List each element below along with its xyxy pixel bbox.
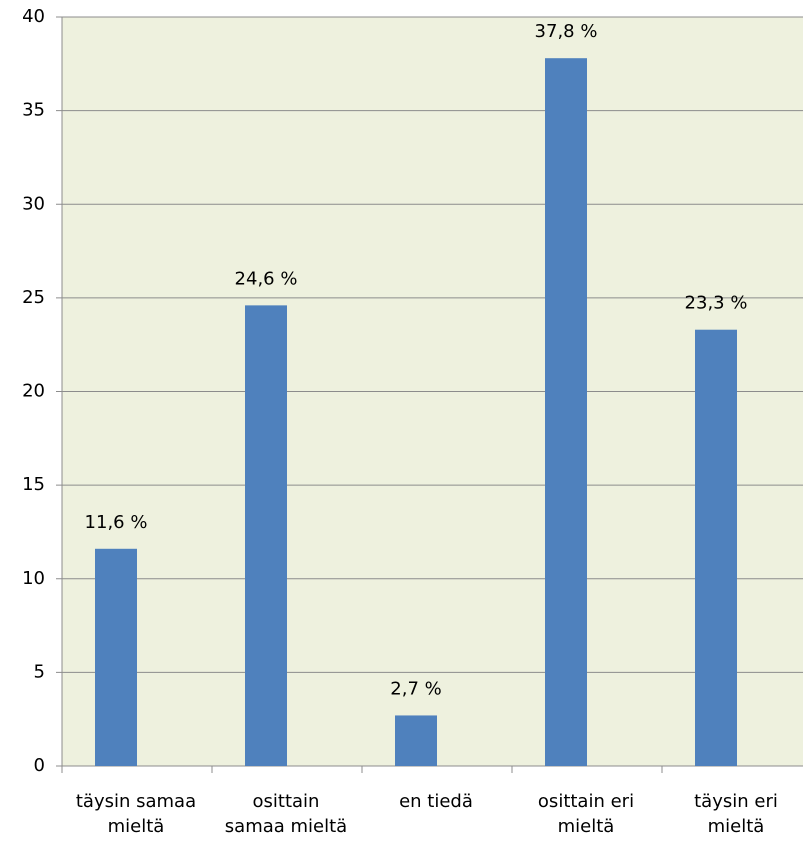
y-tick-label: 0 [34,755,45,776]
x-tick-label: en tiedä [399,791,473,812]
bar [245,305,287,766]
y-tick-label: 35 [22,100,45,121]
bar [545,58,587,766]
value-label: 24,6 % [235,268,298,289]
value-label: 37,8 % [535,21,598,42]
bar [95,548,137,766]
value-label: 2,7 % [390,678,441,699]
y-tick-label: 10 [22,568,45,589]
y-tick-label: 15 [22,474,45,495]
x-tick-label: täysin eri [694,791,778,812]
x-tick-label: mieltä [108,816,165,837]
bar [395,715,437,766]
value-label: 11,6 % [85,512,148,533]
x-tick-label: mieltä [558,816,615,837]
y-tick-label: 40 [22,6,45,27]
y-tick-label: 5 [34,661,45,682]
x-tick-label: mieltä [708,816,765,837]
x-tick-label: osittain eri [538,791,634,812]
value-label: 23,3 % [685,293,748,314]
bar [695,329,737,766]
y-tick-label: 25 [22,287,45,308]
x-tick-label: osittain [253,791,320,812]
y-tick-label: 30 [22,193,45,214]
x-tick-label: täysin samaa [76,791,196,812]
x-tick-label: samaa mieltä [225,816,347,837]
y-tick-label: 20 [22,381,45,402]
